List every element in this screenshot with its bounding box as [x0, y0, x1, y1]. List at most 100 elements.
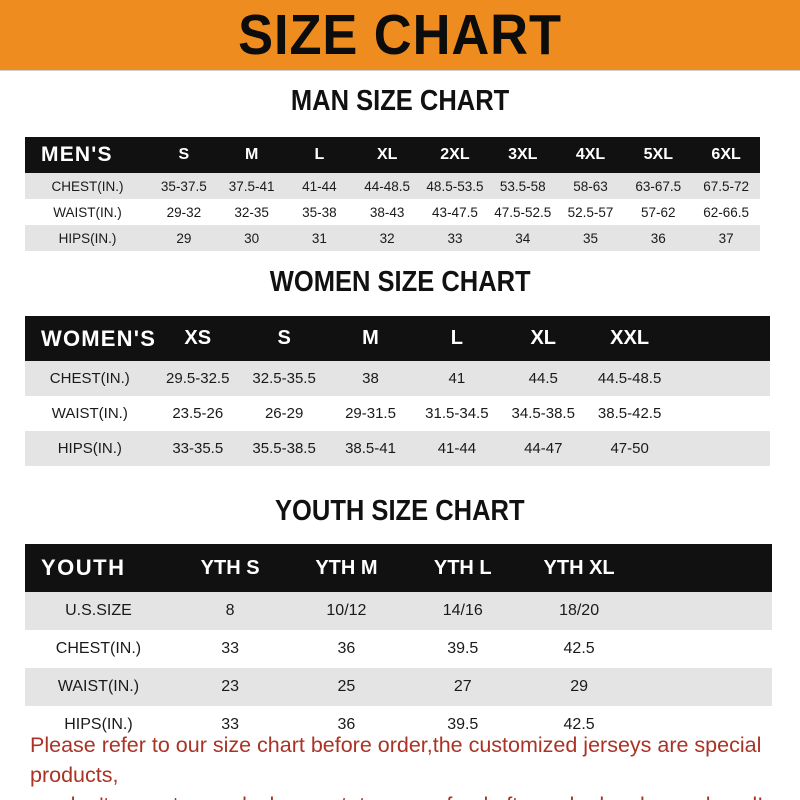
women-cell: 41 — [413, 361, 501, 396]
spacer-cell — [672, 396, 770, 431]
women-cell: 44.5-48.5 — [586, 361, 673, 396]
section-title-women: WOMEN SIZE CHART — [0, 267, 800, 297]
youth-column-header: YTH XL — [520, 544, 638, 592]
women-cell: 44-47 — [500, 431, 587, 466]
page-title: SIZE CHART — [238, 2, 562, 67]
men-column-header: S — [149, 137, 218, 173]
youth-cell: 23 — [171, 668, 289, 706]
women-corner-label: WOMEN'S — [25, 316, 155, 361]
men-cell: 35 — [556, 225, 625, 251]
table-row: WAIST(IN.) 23 25 27 29 — [25, 668, 772, 706]
men-cell: 48.5-53.5 — [421, 173, 489, 199]
men-column-header: 6XL — [692, 137, 760, 173]
men-cell: 43-47.5 — [421, 199, 489, 225]
women-table-head: WOMEN'S XS S M L XL XXL — [25, 316, 770, 361]
men-row-label: HIPS(IN.) — [25, 225, 150, 251]
table-row: CHEST(IN.) 33 36 39.5 42.5 — [25, 630, 772, 668]
men-cell: 37 — [692, 225, 760, 251]
women-column-header: XL — [500, 316, 587, 361]
men-cell: 31 — [285, 225, 354, 251]
men-cell: 62-66.5 — [692, 199, 760, 225]
youth-header-row: YOUTH YTH S YTH M YTH L YTH XL — [25, 544, 772, 592]
women-column-header: XS — [154, 316, 241, 361]
youth-cell: 14/16 — [404, 592, 521, 630]
men-cell: 29-32 — [149, 199, 218, 225]
youth-cell: 29 — [520, 668, 638, 706]
youth-table-head: YOUTH YTH S YTH M YTH L YTH XL — [25, 544, 772, 592]
men-cell: 29 — [149, 225, 218, 251]
men-cell: 32 — [353, 225, 422, 251]
men-row-label: WAIST(IN.) — [25, 199, 150, 225]
men-cell: 44-48.5 — [353, 173, 422, 199]
spacer-cell — [672, 361, 770, 396]
women-cell: 35.5-38.5 — [240, 431, 328, 466]
women-header-row: WOMEN'S XS S M L XL XXL — [25, 316, 770, 361]
women-column-header: L — [413, 316, 501, 361]
women-row-label: WAIST(IN.) — [25, 396, 155, 431]
women-cell: 29.5-32.5 — [154, 361, 241, 396]
women-cell: 38.5-42.5 — [586, 396, 673, 431]
table-row: HIPS(IN.) 33 36 39.5 42.5 — [25, 706, 772, 744]
women-column-header: M — [327, 316, 414, 361]
page-banner: SIZE CHART — [0, 0, 800, 71]
youth-cell: 42.5 — [520, 706, 638, 744]
men-table-head: MEN'S S M L XL 2XL 3XL 4XL 5XL 6XL — [25, 137, 760, 173]
spacer-cell — [637, 592, 772, 630]
men-cell: 52.5-57 — [556, 199, 625, 225]
men-column-header: L — [285, 137, 354, 173]
women-cell: 38 — [327, 361, 414, 396]
table-row: HIPS(IN.) 33-35.5 35.5-38.5 38.5-41 41-44 44-… — [25, 431, 770, 466]
men-cell: 41-44 — [285, 173, 354, 199]
women-cell: 38.5-41 — [327, 431, 414, 466]
women-cell: 41-44 — [413, 431, 501, 466]
table-row: U.S.SIZE 8 10/12 14/16 18/20 — [25, 592, 772, 630]
men-column-header: M — [217, 137, 286, 173]
youth-cell: 39.5 — [404, 706, 521, 744]
women-cell: 34.5-38.5 — [500, 396, 587, 431]
men-cell: 38-43 — [353, 199, 422, 225]
women-row-label: CHEST(IN.) — [25, 361, 155, 396]
section-title-man-text: MAN SIZE CHART — [290, 85, 510, 117]
youth-row-label: HIPS(IN.) — [25, 706, 172, 744]
table-row: HIPS(IN.) 29 30 31 32 33 34 35 36 37 — [25, 225, 760, 251]
youth-row-label: U.S.SIZE — [25, 592, 172, 630]
men-header-row: MEN'S S M L XL 2XL 3XL 4XL 5XL 6XL — [25, 137, 760, 173]
men-cell: 63-67.5 — [624, 173, 693, 199]
men-column-header: 4XL — [556, 137, 625, 173]
men-cell: 35-38 — [285, 199, 354, 225]
youth-cell: 10/12 — [288, 592, 405, 630]
youth-cell: 39.5 — [404, 630, 521, 668]
women-size-table: WOMEN'S XS S M L XL XXL CHEST(IN.) 29.5-32.5 32.… — [25, 316, 770, 466]
men-cell: 67.5-72 — [692, 173, 760, 199]
youth-row-label: CHEST(IN.) — [25, 630, 172, 668]
table-row: CHEST(IN.) 29.5-32.5 32.5-35.5 38 41 44.5 44.5… — [25, 361, 770, 396]
men-corner-label: MEN'S — [25, 137, 150, 173]
men-cell: 32-35 — [217, 199, 286, 225]
women-cell: 23.5-26 — [154, 396, 241, 431]
spacer-cell — [672, 431, 770, 466]
women-row-label: HIPS(IN.) — [25, 431, 155, 466]
youth-corner-label: YOUTH — [25, 544, 172, 592]
youth-column-header: YTH L — [404, 544, 521, 592]
table-row: CHEST(IN.) 35-37.5 37.5-41 41-44 44-48.5 48.5… — [25, 173, 760, 199]
table-row: WAIST(IN.) 23.5-26 26-29 29-31.5 31.5-34.5 34… — [25, 396, 770, 431]
youth-cell: 8 — [171, 592, 289, 630]
youth-size-table: YOUTH YTH S YTH M YTH L YTH XL U.S.SIZE 8 10/1… — [25, 544, 772, 744]
men-cell: 58-63 — [556, 173, 625, 199]
youth-cell: 25 — [288, 668, 405, 706]
men-cell: 37.5-41 — [217, 173, 286, 199]
men-cell: 36 — [624, 225, 693, 251]
spacer-cell — [637, 630, 772, 668]
spacer-cell — [637, 668, 772, 706]
men-column-header: 2XL — [421, 137, 489, 173]
youth-cell: 42.5 — [520, 630, 638, 668]
men-cell: 33 — [421, 225, 489, 251]
men-column-header: 5XL — [624, 137, 693, 173]
spacer-cell — [637, 706, 772, 744]
youth-cell: 27 — [404, 668, 521, 706]
men-cell: 30 — [217, 225, 286, 251]
spacer-cell — [672, 316, 770, 361]
table-row: WAIST(IN.) 29-32 32-35 35-38 38-43 43-47.5 47.… — [25, 199, 760, 225]
youth-cell: 36 — [288, 630, 405, 668]
